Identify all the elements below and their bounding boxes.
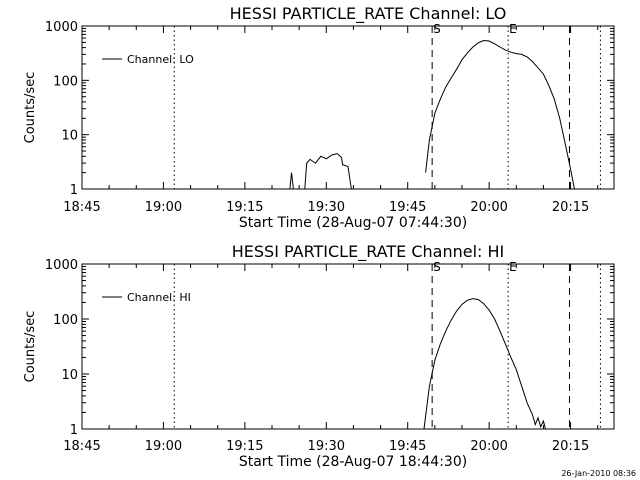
y-tick-label: 100 <box>53 313 78 328</box>
chart-panel-2: HESSI PARTICLE_RATE Channel: HI 18:45 19:0… <box>23 242 615 470</box>
marker-label: E <box>509 22 517 36</box>
x-tick-label: 19:15 <box>226 439 263 454</box>
legend: Channel: HI <box>102 291 191 304</box>
series-line <box>304 152 352 189</box>
chart-title: HESSI PARTICLE_RATE Channel: LO <box>230 4 507 24</box>
x-axis-label: Start Time (28-Aug-07 07:44:30) <box>239 215 467 231</box>
marker-label: E <box>509 260 517 274</box>
y-tick-label: 100 <box>53 74 78 89</box>
series-line <box>425 39 575 189</box>
legend-label: Channel: HI <box>127 291 191 304</box>
x-axis: 18:45 19:00 19:15 19:30 19:45 20:00 20:15 <box>63 26 599 215</box>
plot-frame <box>81 263 615 430</box>
x-tick-label: 19:45 <box>389 200 426 215</box>
chart-title: HESSI PARTICLE_RATE Channel: HI <box>232 242 505 262</box>
x-tick-label: 20:15 <box>552 439 589 454</box>
x-tick-label: 18:45 <box>63 200 100 215</box>
x-tick-label: 19:45 <box>389 439 426 454</box>
y-axis: 1 10 100 1000 <box>45 20 614 198</box>
y-axis: 1 10 100 1000 <box>45 258 614 438</box>
marker-label: S <box>433 22 441 36</box>
y-tick-label: 1000 <box>45 20 78 35</box>
marker-label: S <box>433 260 441 274</box>
x-tick-label: 19:00 <box>145 439 182 454</box>
plot-frame <box>81 25 615 190</box>
y-axis-label: Counts/sec <box>23 72 38 144</box>
x-tick-label: 20:00 <box>470 200 507 215</box>
series-line <box>423 298 546 429</box>
legend-label: Channel: LO <box>127 53 194 66</box>
series-line <box>289 172 294 189</box>
chart-panel-1: HESSI PARTICLE_RATE Channel: LO 18:45 19:0… <box>23 4 615 231</box>
legend: Channel: LO <box>102 53 194 66</box>
plot-timestamp: 26-Jan-2010 08:36 <box>561 469 636 478</box>
x-tick-label: 19:00 <box>145 200 182 215</box>
y-tick-label: 1 <box>70 183 78 198</box>
y-tick-label: 1 <box>70 423 78 438</box>
x-tick-label: 19:30 <box>308 439 345 454</box>
y-axis-label: Counts/sec <box>23 311 38 383</box>
x-axis: 18:45 19:00 19:15 19:30 19:45 20:00 20:15 <box>63 264 599 454</box>
y-tick-label: 10 <box>61 368 78 383</box>
x-tick-label: 20:00 <box>470 439 507 454</box>
x-tick-label: 19:30 <box>308 200 345 215</box>
series-group <box>289 39 575 189</box>
series-group <box>423 298 546 429</box>
x-tick-label: 18:45 <box>63 439 100 454</box>
x-tick-label: 19:15 <box>226 200 263 215</box>
x-tick-label: 20:15 <box>552 200 589 215</box>
y-tick-label: 1000 <box>45 258 78 273</box>
x-axis-label: Start Time (28-Aug-07 18:44:30) <box>239 454 467 470</box>
y-tick-label: 10 <box>61 129 78 144</box>
